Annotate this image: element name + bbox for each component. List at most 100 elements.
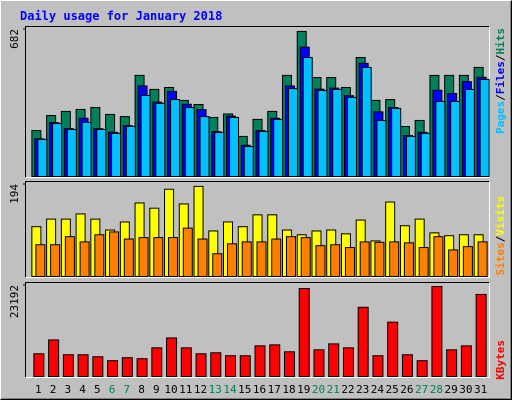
bar [287, 88, 298, 177]
bar [464, 88, 475, 177]
plot-bevel-light [25, 282, 490, 378]
bar [285, 236, 296, 277]
bar [389, 241, 400, 277]
legend-entry: Visits [494, 196, 507, 236]
bar [405, 135, 416, 177]
bar [229, 116, 240, 177]
bar [258, 130, 269, 177]
plot-bevel-light [25, 26, 490, 178]
x-tick-label: 26 [400, 383, 413, 396]
x-tick-label: 30 [459, 383, 472, 396]
x-tick-label: 6 [109, 383, 116, 396]
bar [357, 306, 369, 378]
bar [462, 246, 473, 278]
bar [94, 234, 105, 277]
bar [243, 146, 254, 178]
x-tick-label: 16 [253, 383, 266, 396]
legend-entry: Sites [494, 242, 507, 275]
bar [435, 100, 446, 177]
y-tick-label: 682 [8, 29, 21, 49]
x-tick-label: 27 [415, 383, 428, 396]
bar [199, 116, 210, 177]
bar [450, 100, 461, 177]
bar [328, 343, 340, 378]
bar [212, 253, 223, 277]
x-tick-label: 1 [35, 383, 42, 396]
legend: Sites/Visits [494, 196, 507, 276]
legend-entry: Files [494, 61, 507, 94]
bar [361, 66, 372, 177]
x-tick-label: 5 [94, 383, 101, 396]
bar [125, 125, 136, 177]
bar [256, 241, 267, 277]
x-tick-label: 11 [179, 383, 192, 396]
bar [372, 355, 384, 377]
plot-bevel-dark [25, 181, 490, 278]
x-tick-label: 29 [445, 383, 458, 396]
bar [225, 355, 237, 377]
bar [376, 119, 387, 178]
bar [298, 287, 310, 378]
bar [420, 132, 431, 177]
x-tick-label: 19 [297, 383, 310, 396]
chart-title: Daily usage for January 2018 [20, 9, 222, 23]
bar [66, 129, 77, 178]
bar [344, 247, 355, 277]
x-tick-label: 7 [124, 383, 131, 396]
bar [197, 238, 208, 278]
bar [155, 102, 166, 177]
bar [374, 241, 385, 277]
x-tick-label: 12 [194, 383, 207, 396]
bar [79, 241, 90, 277]
bar [475, 293, 487, 377]
bar [403, 242, 414, 277]
bar [140, 94, 151, 177]
legend: Pages/Files/Hits [494, 28, 507, 134]
x-tick-label: 20 [312, 383, 325, 396]
bar [109, 231, 120, 278]
legend: KBytes [494, 340, 507, 380]
bar [170, 99, 181, 177]
plot-bevel-dark [25, 26, 490, 178]
bar [184, 107, 195, 177]
bar [332, 88, 343, 177]
legend-separator: / [494, 54, 507, 61]
legend-separator: / [494, 94, 507, 101]
x-tick-label: 10 [164, 383, 177, 396]
bar [342, 347, 354, 377]
bar [96, 129, 107, 178]
bar [81, 121, 92, 177]
bar [62, 354, 74, 378]
x-tick-label: 2 [50, 383, 57, 396]
x-tick-label: 14 [223, 383, 237, 396]
bar [313, 349, 325, 378]
bar [418, 247, 429, 277]
bar [302, 57, 313, 177]
bar [269, 344, 281, 377]
legend-entry: Hits [494, 28, 507, 55]
x-tick-label: 31 [474, 383, 487, 396]
bar [168, 237, 179, 277]
bar [35, 244, 46, 278]
bar [346, 96, 357, 177]
bar [446, 349, 458, 378]
x-tick-label: 22 [341, 383, 354, 396]
bar [195, 353, 207, 377]
x-tick-label: 8 [138, 383, 145, 396]
bar [180, 347, 192, 377]
bar [33, 353, 45, 377]
bar [315, 245, 326, 278]
x-tick-label: 13 [209, 383, 222, 396]
bar [182, 227, 193, 277]
x-tick-label: 28 [430, 383, 443, 396]
bar [136, 358, 148, 377]
bar [64, 236, 75, 277]
bar [273, 118, 284, 177]
y-tick-label: 194 [8, 184, 21, 204]
plot-bevel-light [25, 181, 490, 278]
bar [77, 354, 89, 378]
bar [214, 132, 225, 177]
plot-bevel-dark [25, 282, 490, 378]
x-tick-label: 9 [153, 383, 160, 396]
